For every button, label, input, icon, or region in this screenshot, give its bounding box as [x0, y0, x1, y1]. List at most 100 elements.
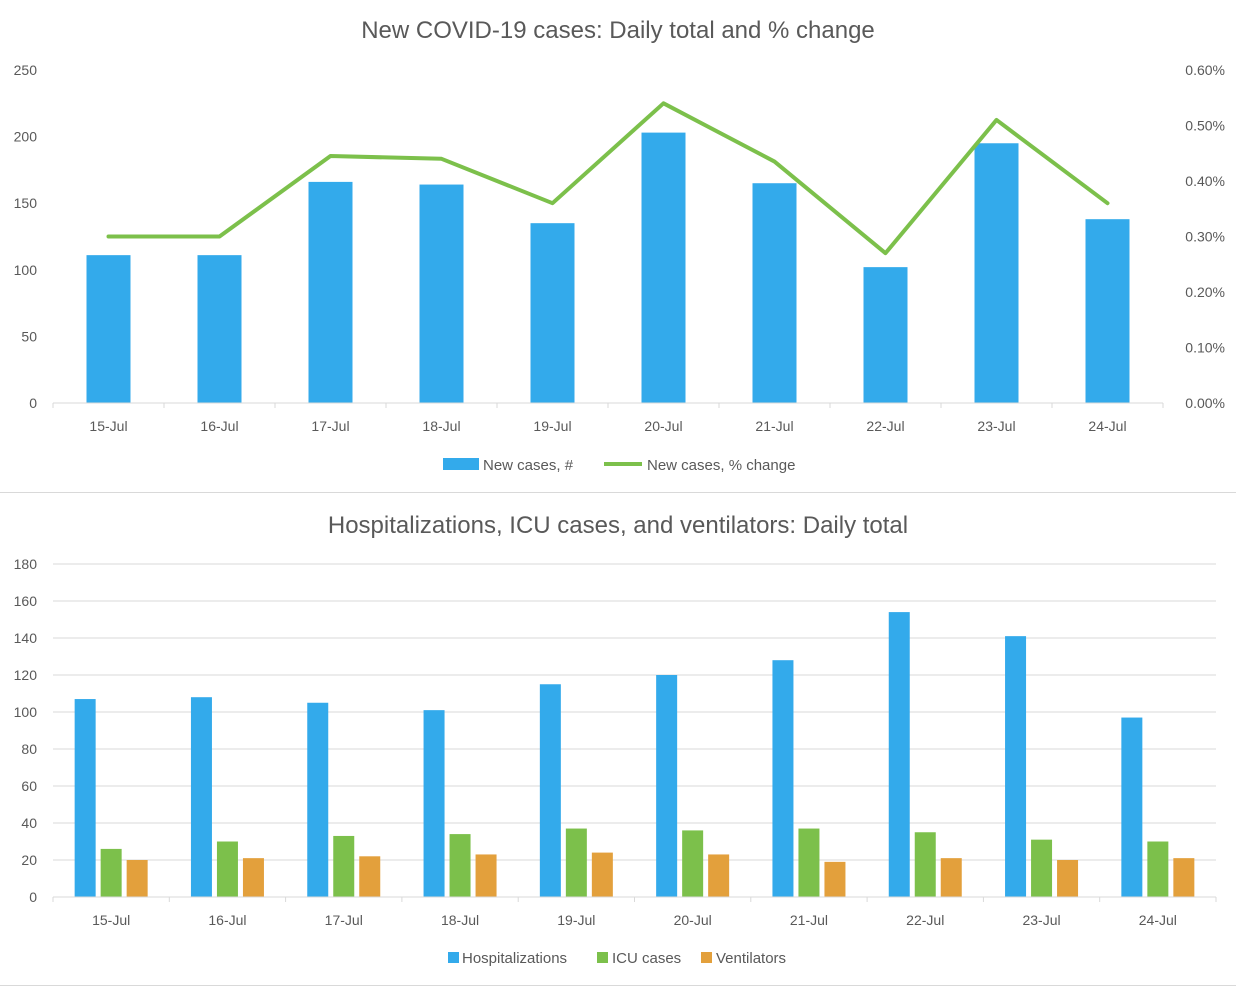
- x-tick-label: 18-Jul: [441, 912, 479, 928]
- y-tick-label: 160: [14, 593, 38, 609]
- bar-hospitalizations: [190, 697, 212, 897]
- bar-new-cases: [197, 255, 242, 403]
- bar-icu-cases: [1031, 839, 1053, 897]
- bar-new-cases: [974, 143, 1019, 403]
- x-tick-label: 24-Jul: [1088, 418, 1126, 434]
- line-point-percent-change: [773, 160, 776, 163]
- y-tick-label-right: 0.00%: [1185, 395, 1225, 411]
- legend-label-percent-change: New cases, % change: [647, 457, 795, 474]
- hospitalizations-chart: Hospitalizations, ICU cases, and ventila…: [14, 512, 1217, 967]
- bar-icu-cases: [798, 828, 820, 897]
- bar-icu-cases: [914, 832, 936, 897]
- line-point-percent-change: [440, 157, 443, 160]
- legend-label-hospitalizations: Hospitalizations: [462, 950, 567, 967]
- bar-new-cases: [752, 183, 797, 403]
- y-tick-label: 120: [14, 667, 38, 683]
- bar-ventilators: [824, 861, 846, 897]
- x-tick-label: 16-Jul: [208, 912, 246, 928]
- line-point-percent-change: [662, 102, 665, 105]
- y-tick-label-left: 0: [29, 395, 37, 411]
- y-tick-label: 20: [21, 852, 37, 868]
- y-tick-label-right: 0.10%: [1185, 340, 1225, 356]
- x-tick-label: 21-Jul: [790, 912, 828, 928]
- line-point-percent-change: [884, 252, 887, 255]
- legend-label-ventilators: Ventilators: [716, 950, 786, 967]
- chart-title: Hospitalizations, ICU cases, and ventila…: [328, 512, 908, 539]
- bar-ventilators: [1173, 858, 1195, 897]
- chart-panel-hospitalizations: Hospitalizations, ICU cases, and ventila…: [0, 493, 1236, 986]
- x-tick-label: 18-Jul: [422, 418, 460, 434]
- bar-new-cases: [641, 132, 686, 403]
- bar-hospitalizations: [772, 660, 794, 897]
- x-tick-label: 17-Jul: [311, 418, 349, 434]
- legend-swatch-icu-cases: [597, 952, 608, 963]
- bar-icu-cases: [682, 830, 704, 897]
- legend-swatch-ventilators: [701, 952, 712, 963]
- line-point-percent-change: [329, 155, 332, 158]
- y-tick-label: 60: [21, 778, 37, 794]
- x-tick-label: 23-Jul: [977, 418, 1015, 434]
- y-tick-label-left: 200: [14, 129, 38, 145]
- y-tick-label-right: 0.50%: [1185, 118, 1225, 134]
- x-tick-label: 20-Jul: [644, 418, 682, 434]
- y-tick-label-right: 0.20%: [1185, 284, 1225, 300]
- x-tick-label: 15-Jul: [89, 418, 127, 434]
- bar-new-cases: [530, 223, 575, 403]
- y-tick-label-right: 0.30%: [1185, 229, 1225, 245]
- bar-hospitalizations: [423, 710, 445, 897]
- bar-icu-cases: [100, 848, 122, 897]
- y-tick-label-left: 100: [14, 262, 38, 278]
- bar-ventilators: [591, 852, 613, 897]
- x-tick-label: 20-Jul: [674, 912, 712, 928]
- bar-new-cases: [86, 255, 131, 403]
- chart-panel-new-cases: New COVID-19 cases: Daily total and % ch…: [0, 0, 1236, 492]
- bar-ventilators: [475, 854, 497, 897]
- bar-hospitalizations: [539, 684, 561, 897]
- bar-ventilators: [1057, 860, 1079, 897]
- bar-icu-cases: [333, 835, 355, 897]
- x-tick-label: 19-Jul: [533, 418, 571, 434]
- x-tick-label: 23-Jul: [1022, 912, 1060, 928]
- x-axis: 15-Jul 16-Jul 17-Jul 18-Jul 19-Jul 20-Jul 21-J…: [52, 402, 1164, 434]
- legend-swatch-hospitalizations: [448, 952, 459, 963]
- line-percent-change: [106, 101, 1110, 256]
- x-tick-label: 21-Jul: [755, 418, 793, 434]
- gridlines: [53, 563, 1216, 861]
- bar-series-group: [74, 612, 1195, 897]
- bar-series-new-cases: [86, 132, 1130, 403]
- x-axis: 15-Jul 16-Jul 17-Jul 18-Jul 19-Jul 20-Jul 21-J…: [52, 896, 1217, 928]
- y-tick-label-left: 250: [14, 62, 38, 78]
- bar-hospitalizations: [1121, 717, 1143, 897]
- bar-icu-cases: [565, 828, 587, 897]
- line-point-percent-change: [1106, 202, 1109, 205]
- y-tick-label-right: 0.40%: [1185, 173, 1225, 189]
- bar-ventilators: [359, 856, 381, 897]
- y-axis-right: 0.00% 0.10% 0.20% 0.30% 0.40% 0.50% 0.60%: [1185, 62, 1225, 411]
- x-tick-label: 24-Jul: [1139, 912, 1177, 928]
- line-point-percent-change: [551, 202, 554, 205]
- bar-hospitalizations: [74, 699, 96, 897]
- bar-new-cases: [419, 184, 464, 403]
- bar-ventilators: [940, 858, 962, 897]
- bar-icu-cases: [449, 834, 471, 897]
- bar-ventilators: [126, 860, 148, 897]
- bar-new-cases: [1085, 219, 1130, 403]
- new-cases-chart: New COVID-19 cases: Daily total and % ch…: [14, 17, 1225, 474]
- bar-hospitalizations: [888, 612, 910, 897]
- y-tick-label-right: 0.60%: [1185, 62, 1225, 78]
- line-point-percent-change: [995, 118, 998, 121]
- y-tick-label: 140: [14, 630, 38, 646]
- x-tick-label: 22-Jul: [906, 912, 944, 928]
- x-tick-label: 15-Jul: [92, 912, 130, 928]
- bar-new-cases: [863, 267, 908, 403]
- bar-hospitalizations: [656, 675, 678, 897]
- y-tick-label-left: 50: [21, 328, 37, 344]
- x-tick-label: 19-Jul: [557, 912, 595, 928]
- bar-new-cases: [308, 181, 353, 403]
- legend-label-icu-cases: ICU cases: [612, 950, 681, 967]
- y-axis-left: 0 50 100 150 200 250: [14, 62, 38, 411]
- legend-swatch-new-cases: [443, 458, 479, 470]
- y-tick-label: 40: [21, 815, 37, 831]
- line-series-percent-change: [106, 101, 1110, 256]
- line-point-percent-change: [107, 235, 110, 238]
